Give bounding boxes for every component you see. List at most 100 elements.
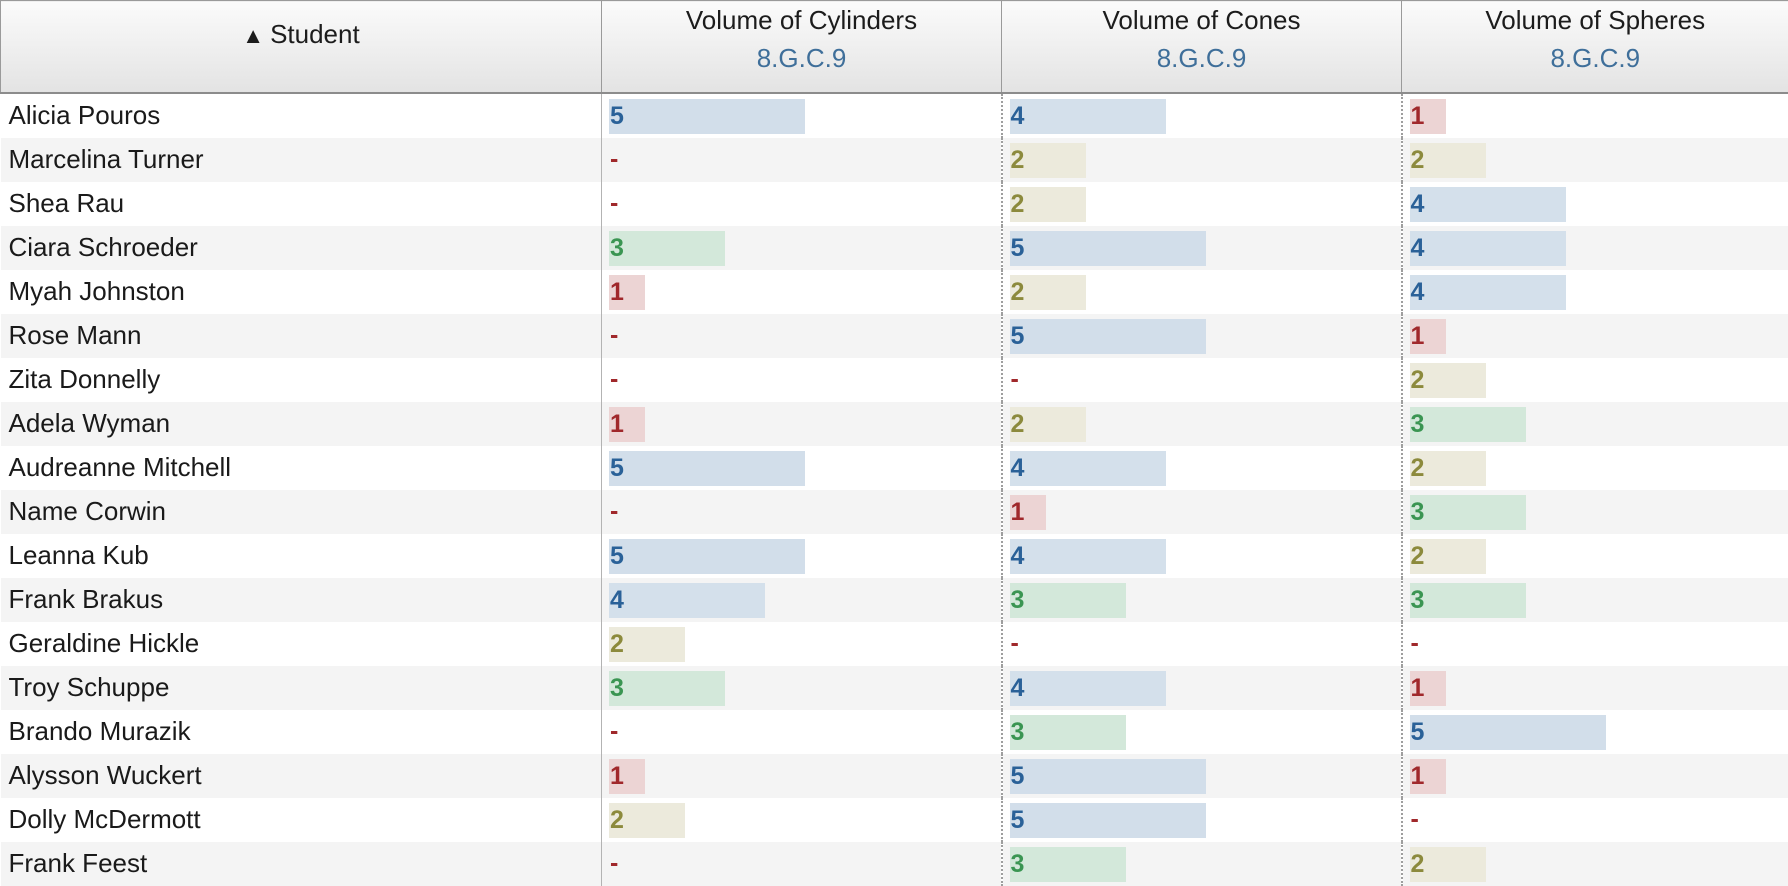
score-cell[interactable]: - (602, 314, 1002, 358)
score-cell[interactable]: 5 (1402, 710, 1788, 754)
student-name[interactable]: Alysson Wuckert (1, 754, 602, 798)
score-cell[interactable]: 2 (602, 622, 1002, 666)
score-cell[interactable]: 5 (602, 534, 1002, 578)
score-cell[interactable]: 3 (1002, 578, 1402, 622)
score-cell[interactable]: 1 (1402, 93, 1788, 138)
student-name[interactable]: Brando Murazik (1, 710, 602, 754)
score-cell[interactable]: 2 (1002, 402, 1402, 446)
score-cell[interactable]: 2 (1002, 270, 1402, 314)
score-cell[interactable]: 5 (602, 93, 1002, 138)
student-name[interactable]: Leanna Kub (1, 534, 602, 578)
student-name[interactable]: Audreanne Mitchell (1, 446, 602, 490)
score-cell[interactable]: 1 (1402, 666, 1788, 710)
score-cell[interactable]: - (602, 358, 1002, 402)
student-name[interactable]: Frank Brakus (1, 578, 602, 622)
student-name[interactable]: Ciara Schroeder (1, 226, 602, 270)
student-name[interactable]: Geraldine Hickle (1, 622, 602, 666)
score-cell[interactable]: 5 (1002, 314, 1402, 358)
standard-column-header-spheres[interactable]: Volume of Spheres 8.G.C.9 (1402, 1, 1788, 93)
score-cell[interactable]: 3 (1002, 842, 1402, 886)
score-cell[interactable]: 4 (1002, 446, 1402, 490)
standard-column-header-cylinders[interactable]: Volume of Cylinders 8.G.C.9 (602, 1, 1002, 93)
student-name[interactable]: Marcelina Turner (1, 138, 602, 182)
student-name[interactable]: Zita Donnelly (1, 358, 602, 402)
student-name[interactable]: Alicia Pouros (1, 93, 602, 138)
score-cell[interactable]: - (1402, 622, 1788, 666)
score-cell[interactable]: 3 (1402, 490, 1788, 534)
standard-code-link[interactable]: 8.G.C.9 (1002, 43, 1401, 73)
student-name[interactable]: Shea Rau (1, 182, 602, 226)
score-cell[interactable]: - (1402, 798, 1788, 842)
score-cell[interactable]: - (602, 138, 1002, 182)
standard-code-link[interactable]: 8.G.C.9 (602, 43, 1001, 73)
score-cell[interactable]: - (602, 842, 1002, 886)
score-cell[interactable]: 4 (1402, 226, 1788, 270)
standard-code-link[interactable]: 8.G.C.9 (1402, 43, 1788, 73)
score-cell[interactable]: 2 (602, 798, 1002, 842)
score-cell[interactable]: 2 (1002, 182, 1402, 226)
score-cell[interactable]: - (1002, 622, 1402, 666)
score-cell[interactable]: 3 (1402, 402, 1788, 446)
score-cell[interactable]: 5 (1002, 226, 1402, 270)
student-name[interactable]: Myah Johnston (1, 270, 602, 314)
score-cell[interactable]: 4 (1002, 534, 1402, 578)
score-cell[interactable]: 3 (602, 226, 1002, 270)
score-cell[interactable]: 4 (1402, 270, 1788, 314)
score-cell[interactable]: 2 (1402, 534, 1788, 578)
standard-column-header-cones[interactable]: Volume of Cones 8.G.C.9 (1002, 1, 1402, 93)
student-name[interactable]: Adela Wyman (1, 402, 602, 446)
score-cell[interactable]: 5 (1002, 754, 1402, 798)
score-cell[interactable]: 2 (1402, 358, 1788, 402)
score-bar: 1 (609, 407, 645, 442)
score-cell[interactable]: 1 (602, 402, 1002, 446)
table-row[interactable]: Zita Donnelly--2 (1, 358, 1788, 402)
score-value: 5 (1011, 236, 1025, 261)
score-cell[interactable]: 2 (1402, 446, 1788, 490)
student-name[interactable]: Rose Mann (1, 314, 602, 358)
score-cell[interactable]: 2 (1002, 138, 1402, 182)
score-cell[interactable]: 3 (602, 666, 1002, 710)
score-cell[interactable]: 1 (1402, 754, 1788, 798)
score-cell[interactable]: 1 (602, 754, 1002, 798)
score-cell[interactable]: 1 (602, 270, 1002, 314)
score-cell[interactable]: 4 (1002, 666, 1402, 710)
score-cell[interactable]: 1 (1402, 314, 1788, 358)
score-cell[interactable]: - (602, 182, 1002, 226)
student-name[interactable]: Name Corwin (1, 490, 602, 534)
score-cell[interactable]: 4 (602, 578, 1002, 622)
score-cell[interactable]: 3 (1002, 710, 1402, 754)
score-cell[interactable]: 4 (1402, 182, 1788, 226)
score-cell[interactable]: - (602, 490, 1002, 534)
score-cell[interactable]: 1 (1002, 490, 1402, 534)
student-name[interactable]: Frank Feest (1, 842, 602, 886)
student-name[interactable]: Dolly McDermott (1, 798, 602, 842)
score-cell[interactable]: 4 (1002, 93, 1402, 138)
sort-ascending-icon[interactable]: ▲ (242, 23, 264, 48)
student-name[interactable]: Troy Schuppe (1, 666, 602, 710)
score-cell[interactable]: 5 (602, 446, 1002, 490)
score-cell[interactable]: 2 (1402, 138, 1788, 182)
student-column-header[interactable]: ▲Student (1, 1, 602, 93)
score-cell[interactable]: - (1002, 358, 1402, 402)
score-cell[interactable]: 5 (1002, 798, 1402, 842)
score-cell[interactable]: - (602, 710, 1002, 754)
score-cell[interactable]: 2 (1402, 842, 1788, 886)
score-cell[interactable]: 3 (1402, 578, 1788, 622)
